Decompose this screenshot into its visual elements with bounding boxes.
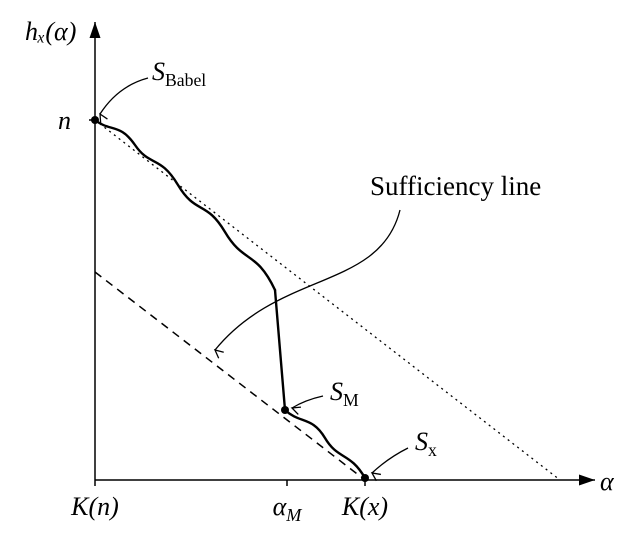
xtick-Kx: K(x) xyxy=(341,492,388,521)
annot-SBabel-label: SBabel xyxy=(152,57,206,90)
structure-curve-lower xyxy=(285,410,365,478)
annot-SM-label: SM xyxy=(330,377,359,410)
x-axis-label: α xyxy=(600,467,615,496)
annot-sufficiency-pointer xyxy=(215,210,400,350)
annot-SM-pointer xyxy=(292,396,323,408)
annot-SBabel-pointer xyxy=(100,78,148,114)
y-axis-arrow xyxy=(90,22,101,38)
annot-Sx-label: Sx xyxy=(415,427,437,460)
structure-curve-upper xyxy=(95,120,275,290)
annot-sufficiency-label: Sufficiency line xyxy=(370,171,541,201)
ytick-n: n xyxy=(58,106,71,135)
point-Sx xyxy=(361,474,369,482)
y-axis-label: hₓ(α) xyxy=(25,17,76,46)
x-axis-arrow xyxy=(579,475,595,486)
xtick-alphaM: αM xyxy=(273,492,303,525)
structure-curve-drop xyxy=(275,290,285,410)
point-SM xyxy=(281,406,289,414)
point-SBabel xyxy=(91,116,99,124)
dashed-line xyxy=(95,272,365,480)
xtick-Kn: K(n) xyxy=(70,492,119,521)
annot-Sx-pointer xyxy=(372,448,408,473)
